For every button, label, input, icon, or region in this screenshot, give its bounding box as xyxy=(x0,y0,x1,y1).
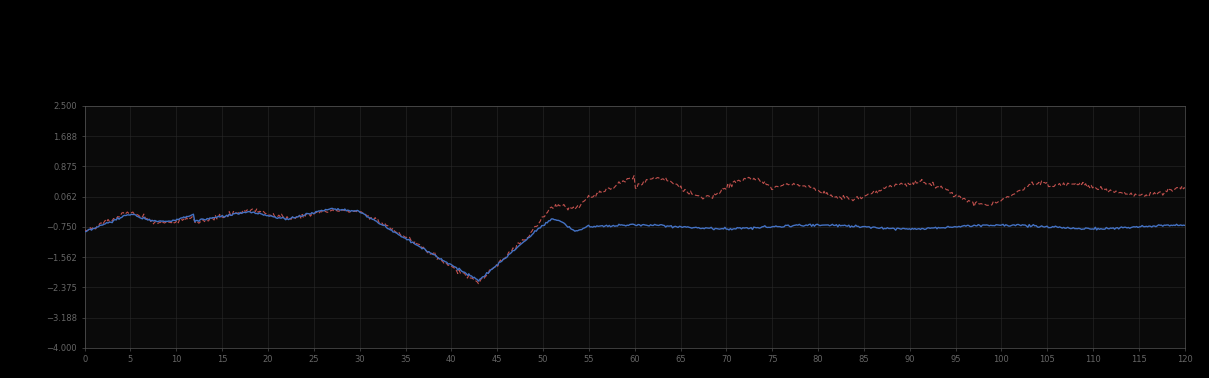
Legend: Observed, Expected: Observed, Expected xyxy=(1113,0,1182,3)
